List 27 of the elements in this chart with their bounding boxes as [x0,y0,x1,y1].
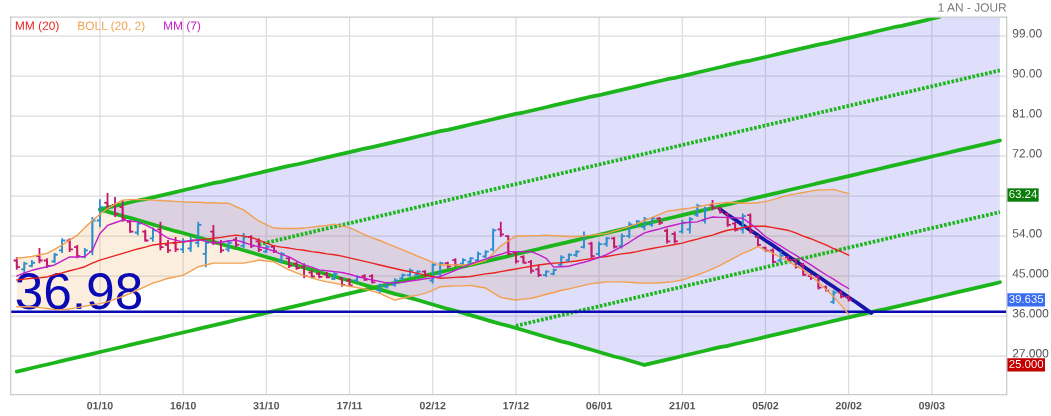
y-tick-label: 54.00 [1012,229,1042,238]
y-tick-label: 90.00 [1012,69,1042,78]
x-tick-label: 17/12 [503,401,529,410]
x-tick-label: 09/03 [919,401,945,410]
x-tick-label: 16/10 [170,401,196,410]
x-tick-label: 02/12 [419,401,446,410]
annotation: 25.000 [1009,359,1044,368]
x-tick-label: 05/02 [752,401,779,410]
y-tick-label: 27.000 [1012,349,1049,358]
x-tick-label: 17/11 [337,401,363,410]
annotation: 39.635 [1009,294,1044,303]
text: BOLL (20, 2) [78,21,145,33]
x-tick-label: 06/01 [586,401,612,410]
chart-subtitle: 1 AN - JOUR [938,3,1007,12]
y-tick-label: 81.00 [1012,109,1042,118]
annotation: 63.24 [1009,190,1037,199]
y-tick-label: 45.000 [1012,269,1049,278]
ref-line-label: 36.98 [16,273,142,310]
x-tick-label: 01/10 [87,401,113,410]
y-tick-label: 72.00 [1012,149,1042,158]
y-tick-label: 99.00 [1012,29,1042,38]
x-tick-label: 21/01 [669,401,696,410]
x-tick-label: 31/10 [253,401,280,410]
y-tick-label: 36.000 [1012,309,1049,318]
text: MM (7) [164,21,201,33]
x-tick-label: 20/02 [835,401,862,410]
text: MM (20) [15,21,59,33]
